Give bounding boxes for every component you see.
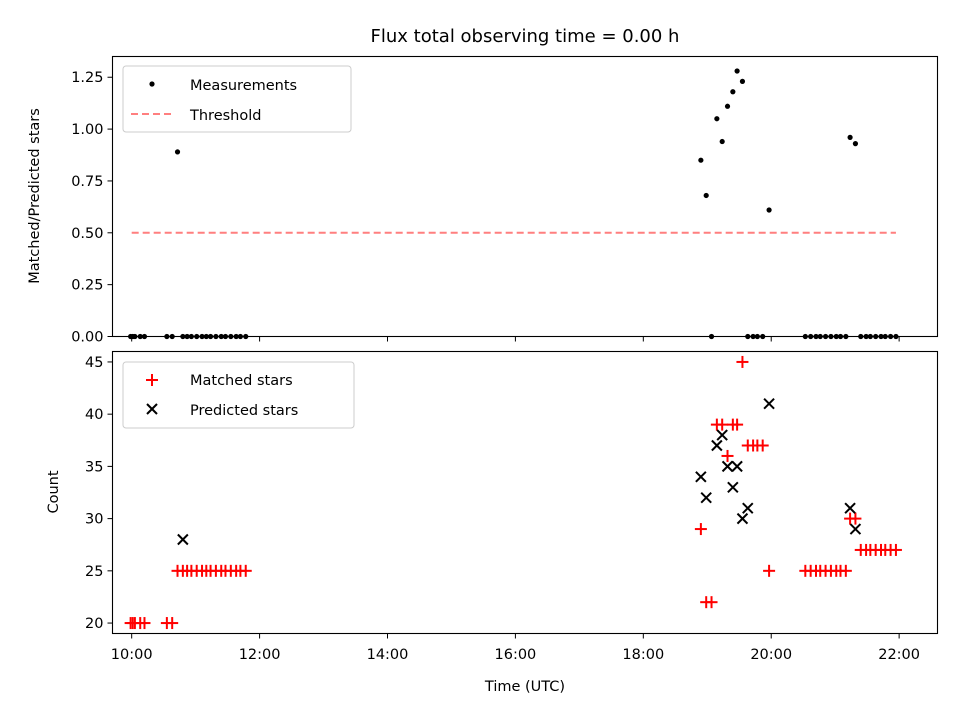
matched-star-point bbox=[839, 564, 852, 577]
count-panel: Count 20 25 30 35 40 45 Matched stars Predict… bbox=[46, 350, 939, 635]
x-tick-label: 22:00 bbox=[878, 647, 920, 663]
matched-star-point bbox=[736, 355, 749, 368]
x-tick-label: 18:00 bbox=[622, 647, 664, 663]
ratio-plot-frame bbox=[111, 55, 939, 338]
y-tick-label: 0.00 bbox=[71, 330, 103, 346]
predicted-star-point bbox=[695, 471, 707, 483]
legend-predicted-label: Predicted stars bbox=[190, 403, 298, 419]
predicted-star-point bbox=[711, 439, 723, 452]
y-tick-label: 30 bbox=[85, 512, 103, 528]
predicted-star-point bbox=[849, 523, 862, 535]
count-y-axis-label: Count bbox=[46, 470, 62, 513]
chart-title: Flux total observing time = 0.00 h bbox=[371, 26, 680, 47]
legend-threshold-label: Threshold bbox=[189, 108, 261, 124]
ratio-panel: Matched/Predicted stars 0.00 0.25 0.50 0.75… bbox=[27, 55, 939, 346]
x-tick-label: 14:00 bbox=[367, 647, 409, 663]
x-tick-label: 20:00 bbox=[750, 647, 792, 663]
matched-star-point bbox=[849, 512, 862, 525]
legend-predicted-marker bbox=[146, 403, 158, 415]
measurement-point bbox=[724, 103, 731, 109]
legend-measurements-label: Measurements bbox=[190, 78, 297, 94]
matched-star-point bbox=[763, 564, 776, 577]
matched-star-point bbox=[721, 449, 734, 462]
ratio-y-axis-label: Matched/Predicted stars bbox=[27, 108, 43, 284]
matched-star-point bbox=[889, 543, 902, 556]
y-tick-label: 1.00 bbox=[71, 122, 103, 138]
measurement-point bbox=[739, 78, 746, 84]
y-tick-label: 1.25 bbox=[71, 70, 103, 86]
matched-star-point bbox=[716, 418, 729, 431]
matched-star-point bbox=[705, 596, 718, 609]
predicted-star-point bbox=[177, 533, 189, 546]
predicted-star-point bbox=[731, 460, 743, 473]
y-tick-label: 0.25 bbox=[71, 278, 103, 294]
y-tick-label: 40 bbox=[85, 407, 103, 423]
predicted-star-point bbox=[716, 429, 728, 441]
measurement-point bbox=[730, 89, 736, 95]
legend-measurements-marker bbox=[149, 81, 155, 87]
matched-star-point bbox=[731, 418, 744, 431]
matched-star-point bbox=[756, 439, 769, 452]
x-tick-label: 16:00 bbox=[495, 647, 537, 663]
count-plot-frame bbox=[111, 350, 939, 635]
legend-matched-marker bbox=[146, 374, 158, 386]
measurement-point bbox=[714, 116, 720, 122]
predicted-star-point bbox=[844, 502, 856, 514]
y-tick-label: 0.50 bbox=[71, 226, 103, 242]
y-tick-label: 25 bbox=[85, 564, 103, 580]
x-axis-label: Time (UTC) bbox=[484, 679, 565, 695]
measurement-point bbox=[847, 134, 853, 140]
measurement-point bbox=[698, 157, 704, 163]
ratio-legend-box bbox=[122, 65, 352, 133]
predicted-star-point bbox=[700, 492, 712, 504]
y-tick-label: 35 bbox=[85, 459, 103, 475]
matched-star-point bbox=[138, 617, 151, 630]
x-tick-label: 12:00 bbox=[239, 647, 281, 663]
measurement-point bbox=[766, 207, 772, 213]
matched-star-point bbox=[166, 617, 179, 630]
measurement-point bbox=[719, 138, 725, 145]
ratio-legend: Measurements Threshold bbox=[122, 65, 352, 133]
y-tick-label: 0.75 bbox=[71, 174, 103, 190]
measurement-point bbox=[174, 149, 181, 155]
matched-star-point bbox=[239, 564, 252, 577]
predicted-star-point bbox=[736, 512, 749, 525]
measurement-point bbox=[703, 192, 709, 199]
predicted-star-point bbox=[721, 460, 734, 473]
measurement-point bbox=[852, 141, 859, 147]
x-tick-label: 10:00 bbox=[111, 647, 153, 663]
y-tick-label: 20 bbox=[85, 616, 103, 632]
predicted-star-point bbox=[742, 502, 754, 514]
y-tick-label: 45 bbox=[85, 355, 103, 371]
count-legend: Matched stars Predicted stars bbox=[122, 361, 355, 429]
predicted-star-point bbox=[763, 398, 775, 410]
count-legend-box bbox=[122, 361, 355, 429]
measurement-point bbox=[734, 68, 740, 74]
legend-matched-label: Matched stars bbox=[190, 373, 293, 389]
matched-star-point bbox=[694, 523, 707, 536]
predicted-star-point bbox=[727, 481, 739, 493]
